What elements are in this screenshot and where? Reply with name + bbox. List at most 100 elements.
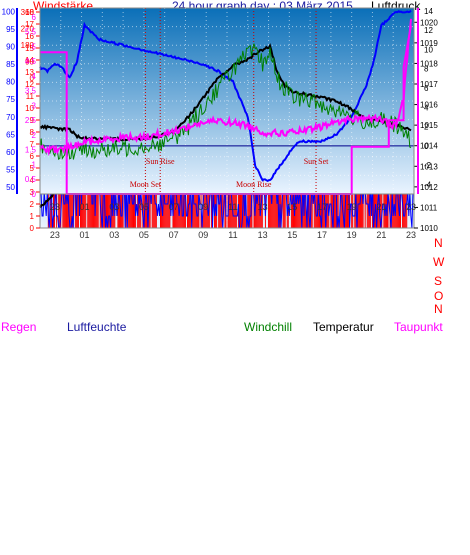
time-tick-label: 07 xyxy=(169,202,179,212)
rain-line xyxy=(40,25,412,195)
temp-axis-tick: -2 xyxy=(424,161,432,170)
event-label-sun-set: Sun Set xyxy=(304,157,329,166)
compass-s: S xyxy=(434,274,443,288)
time-tick-label: 23 xyxy=(406,230,416,240)
rain-axis-tick: 4.5 xyxy=(25,57,37,66)
time-tick-label: 17 xyxy=(317,230,327,240)
pressure-axis-tick: 1011 xyxy=(420,203,438,212)
wind-axis-tick: 5 xyxy=(30,164,35,173)
wind-axis-tick: 12 xyxy=(25,80,34,89)
pressure-axis-tick: 1016 xyxy=(420,101,438,110)
windchill-legend: Windchill xyxy=(244,320,293,334)
direction-axis-tick: 360 xyxy=(21,8,35,17)
rain-axis-tick: 2.5 xyxy=(25,116,37,125)
event-label-moon-set: Moon Set xyxy=(130,180,162,189)
rain-axis-tick: 5.5 xyxy=(25,28,37,37)
time-tick-label: 13 xyxy=(258,202,268,212)
event-label-moon-rise: Moon Rise xyxy=(236,180,272,189)
wind-axis-tick: 11 xyxy=(26,92,35,101)
wind-axis-tick: 4 xyxy=(30,176,35,185)
time-tick-label: 03 xyxy=(109,202,119,212)
humidity-axis-tick: 55 xyxy=(6,165,15,174)
wind-axis-tick: 6 xyxy=(30,152,35,161)
time-tick-label: 19 xyxy=(347,230,357,240)
time-tick-label: 05 xyxy=(139,202,149,212)
temp-axis-tick: 8 xyxy=(424,65,429,74)
wind-axis-tick: 3 xyxy=(30,188,35,197)
temp-axis-tick: -4 xyxy=(424,180,432,189)
wind-axis-tick: 16 xyxy=(25,32,34,41)
time-tick-label: 11 xyxy=(228,230,237,240)
wind-average-line xyxy=(39,131,414,229)
rain-axis-tick: 1 xyxy=(32,160,37,169)
pressure-axis-tick: 1013 xyxy=(420,162,438,171)
time-tick-label: 15 xyxy=(287,202,297,212)
rain-axis-tick: 0.5 xyxy=(25,175,37,184)
event-label-sun-rise: Sun Rise xyxy=(146,157,175,166)
compass-o: O xyxy=(434,289,444,303)
time-tick-label: 23 xyxy=(50,202,60,212)
humidity-axis-tick: 50 xyxy=(6,183,15,192)
rain-axis-tick: 5 xyxy=(32,42,37,51)
temp-axis-tick: 10 xyxy=(424,45,433,54)
rain-axis-tick: 2 xyxy=(32,131,37,140)
time-tick-label: 19 xyxy=(347,202,357,212)
wind-axis-tick: 17 xyxy=(25,20,34,29)
temp-axis-tick: 6 xyxy=(424,84,429,93)
rain-axis-tick: 6 xyxy=(32,13,37,22)
humidity-axis-tick: 80 xyxy=(6,78,15,87)
direction-axis-tick: 180 xyxy=(21,41,35,50)
rain-axis-tick: 0 xyxy=(32,190,37,199)
pressure-axis-tick: 1015 xyxy=(420,121,438,130)
temp-axis-tick: 14 xyxy=(424,7,433,16)
wind-axis-tick: 18 xyxy=(25,8,34,17)
climate-plot-frame xyxy=(39,7,415,195)
time-tick-label: 17 xyxy=(317,202,327,212)
humidity-axis-tick: 75 xyxy=(6,95,15,104)
pressure-axis-tick: 1018 xyxy=(420,59,438,68)
rain-axis-tick: 4 xyxy=(32,72,37,81)
time-tick-label: 11 xyxy=(228,202,237,212)
humidity-axis-tick: 85 xyxy=(6,60,15,69)
humidity-axis-tick: 60 xyxy=(6,148,15,157)
wind-axis-tick: 9 xyxy=(30,116,35,125)
time-tick-label: 01 xyxy=(80,202,90,212)
climate-chart: Sun Rise Moon Set Sun Set Moon Rise 50 55 60 65… xyxy=(0,0,470,222)
time-tick-label: 09 xyxy=(198,202,208,212)
temp-axis-tick: 2 xyxy=(424,123,429,132)
temp-axis-tick: 12 xyxy=(424,26,433,35)
wind-axis-tick: 0 xyxy=(30,224,35,233)
wind-axis-tick: 10 xyxy=(25,104,34,113)
pressure-axis-tick: 1020 xyxy=(420,18,438,27)
rain-axis-title: Regen xyxy=(1,320,37,334)
humidity-axis-tick: 100 xyxy=(2,8,16,17)
time-tick-label: 13 xyxy=(258,230,268,240)
time-tick-label: 15 xyxy=(287,230,297,240)
compass-w: W xyxy=(433,255,445,269)
time-tick-label: 21 xyxy=(376,202,386,212)
temperature-legend: Temperatur xyxy=(313,320,374,334)
pressure-axis-tick: 1019 xyxy=(420,39,438,48)
pressure-axis-tick: 1014 xyxy=(420,142,438,151)
humidity-axis-tick: 90 xyxy=(6,43,15,52)
time-tick-label: 23 xyxy=(50,230,60,240)
wind-axis-tick: 13 xyxy=(25,68,34,77)
time-tick-label: 21 xyxy=(376,230,386,240)
time-tick-label: 09 xyxy=(198,230,208,240)
wind-axis-tick: 14 xyxy=(25,56,34,65)
dewpoint-line xyxy=(39,18,412,157)
wind-axis-tick: 2 xyxy=(30,200,35,209)
time-tick-label: 07 xyxy=(169,230,179,240)
compass-n-bottom: N xyxy=(434,302,443,316)
humidity-axis-title: Luftfeuchte xyxy=(67,320,127,334)
temp-axis-tick: 4 xyxy=(424,103,429,112)
pressure-axis-tick: 1012 xyxy=(420,183,438,192)
rain-axis-tick: 3 xyxy=(32,101,37,110)
time-tick-label: 03 xyxy=(109,230,119,240)
direction-axis-tick: 0 xyxy=(30,74,35,83)
time-tick-label: 05 xyxy=(139,230,149,240)
time-tick-label: 01 xyxy=(80,230,90,240)
rain-axis-tick: 1.5 xyxy=(25,146,37,155)
